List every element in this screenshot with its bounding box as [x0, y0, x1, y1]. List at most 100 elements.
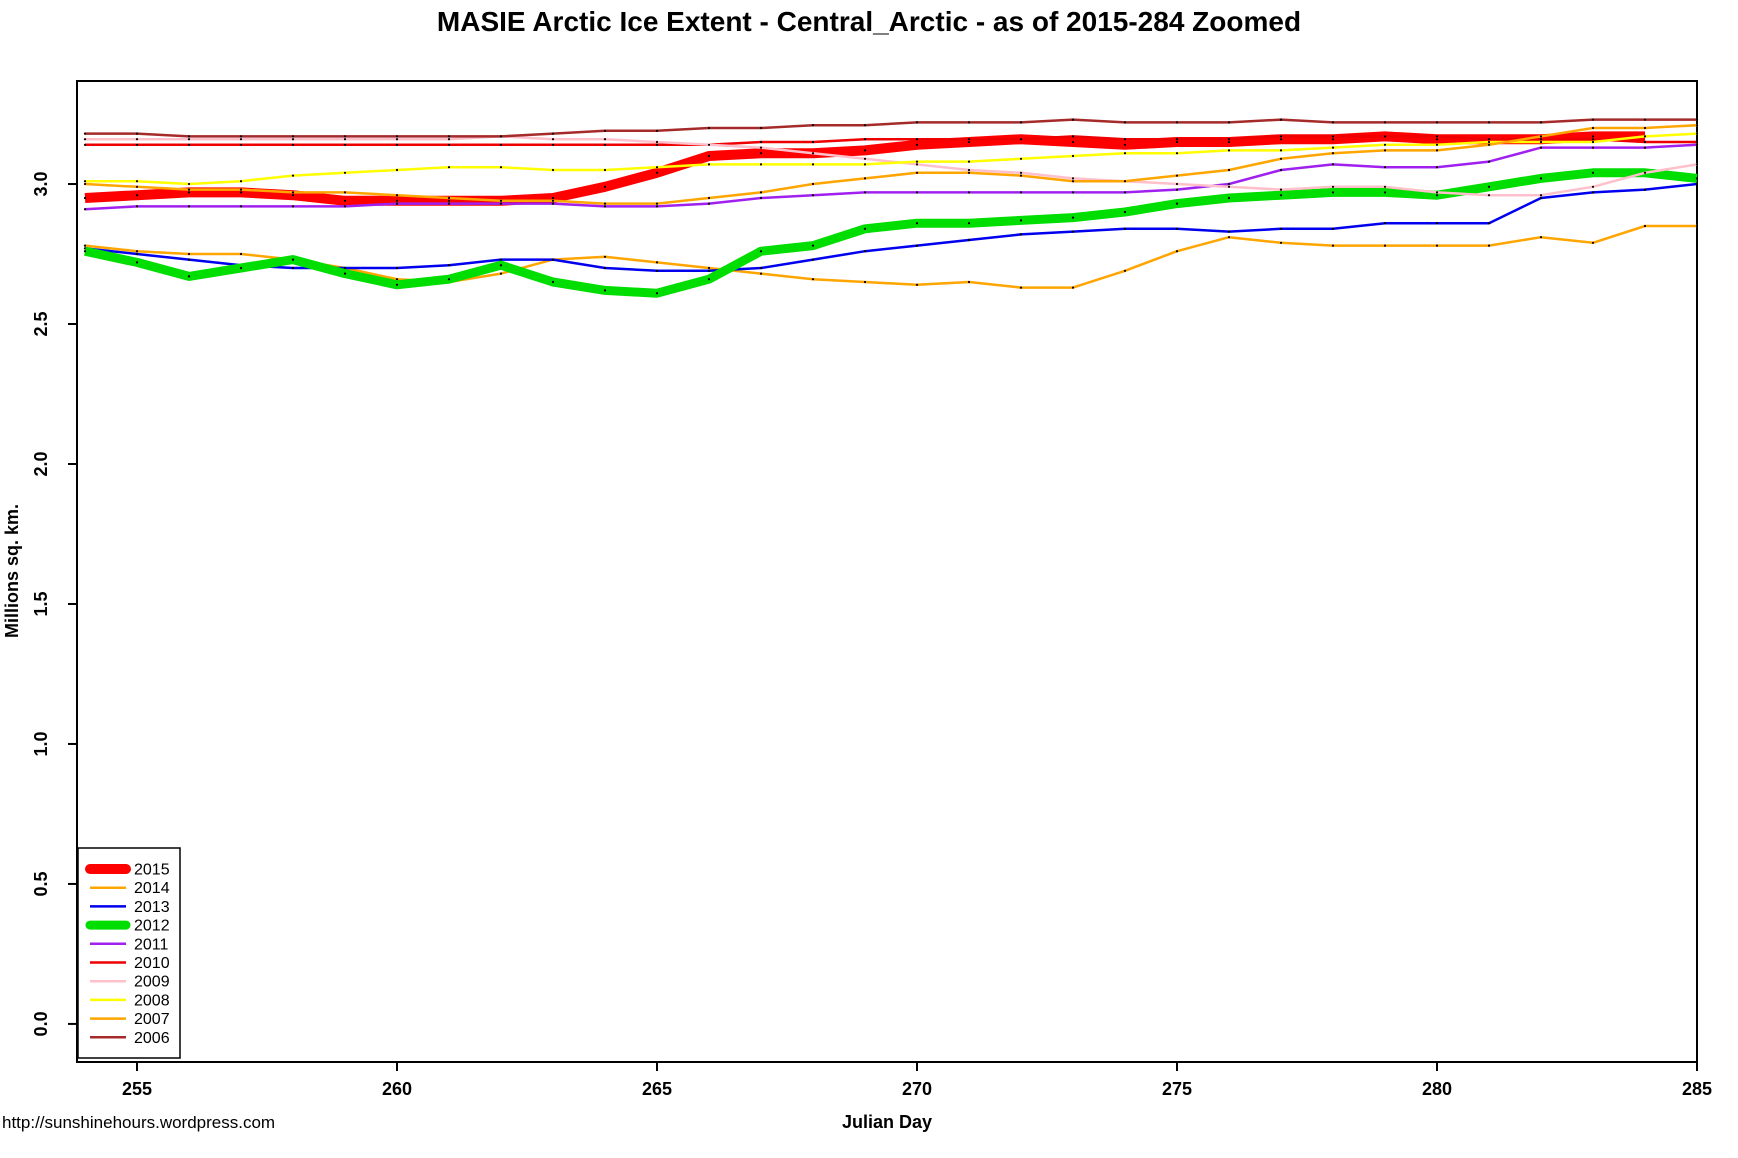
- data-point: [239, 138, 243, 141]
- data-point: [1643, 118, 1647, 121]
- data-point: [1591, 140, 1595, 144]
- data-point: [1123, 143, 1127, 146]
- data-point: [135, 180, 139, 183]
- data-point: [551, 143, 555, 146]
- x-tick-label: 275: [1162, 1079, 1192, 1099]
- legend-entry-2011: 2011: [90, 936, 169, 953]
- data-point: [551, 196, 555, 200]
- data-point: [395, 278, 399, 281]
- data-point: [1123, 121, 1127, 124]
- data-point: [1227, 236, 1231, 239]
- data-point: [187, 188, 191, 191]
- data-point: [1591, 146, 1595, 149]
- data-point: [1383, 222, 1387, 225]
- data-point: [1175, 182, 1179, 186]
- data-point: [1019, 286, 1023, 289]
- legend-label: 2013: [134, 899, 170, 916]
- legend-entry-2012: 2012: [85, 918, 170, 935]
- series-line-2013: [84, 182, 1698, 273]
- data-point: [291, 174, 295, 177]
- data-point: [967, 238, 971, 242]
- data-point: [759, 266, 763, 270]
- data-point: [1279, 241, 1283, 244]
- data-point: [1487, 138, 1491, 141]
- data-point: [1435, 121, 1439, 124]
- data-point: [1331, 185, 1335, 188]
- data-point: [135, 185, 139, 188]
- data-point: [1695, 124, 1699, 127]
- data-point: [1435, 194, 1439, 197]
- legend-label: 2011: [134, 936, 169, 953]
- data-point: [1279, 149, 1283, 152]
- data-point: [395, 199, 399, 202]
- data-point: [655, 129, 659, 132]
- data-point: [655, 292, 659, 295]
- series-2011: [83, 143, 1699, 211]
- data-point: [603, 289, 607, 292]
- data-point: [655, 171, 659, 174]
- x-axis-title: Julian Day: [842, 1112, 932, 1132]
- data-point: [1487, 160, 1491, 163]
- data-point: [1279, 138, 1283, 141]
- data-point: [915, 163, 919, 166]
- data-point: [1331, 244, 1335, 247]
- data-point: [395, 266, 399, 270]
- data-point: [915, 191, 919, 194]
- series-line-2009: [85, 135, 1698, 197]
- data-point: [187, 191, 191, 194]
- data-point: [1123, 180, 1127, 183]
- data-point: [1175, 152, 1179, 155]
- data-point: [1539, 140, 1543, 144]
- data-point: [447, 264, 451, 267]
- data-point: [759, 163, 763, 166]
- data-point: [1019, 138, 1023, 141]
- data-point: [1487, 121, 1491, 124]
- data-point: [967, 171, 971, 174]
- data-point: [499, 199, 503, 202]
- data-point: [1539, 196, 1543, 200]
- data-point: [187, 138, 191, 141]
- data-point: [1123, 191, 1127, 194]
- data-point: [1123, 269, 1127, 272]
- y-axis: 0.0 0.5 1.0 1.5 2.0 2.5 3.0: [31, 172, 77, 1036]
- data-point: [499, 143, 503, 146]
- data-point: [863, 280, 867, 284]
- data-point: [499, 272, 503, 275]
- data-point: [447, 202, 451, 205]
- data-point: [343, 205, 347, 208]
- data-point: [343, 266, 347, 270]
- data-point: [395, 135, 399, 138]
- data-point: [395, 138, 399, 141]
- data-point: [967, 121, 971, 124]
- data-point: [811, 140, 815, 144]
- chart-title: MASIE Arctic Ice Extent - Central_Arctic…: [436, 6, 1302, 37]
- series-2013: [83, 182, 1699, 273]
- data-point: [447, 138, 451, 141]
- data-point: [759, 140, 763, 144]
- data-point: [863, 157, 867, 160]
- data-point: [863, 124, 867, 127]
- data-point: [1643, 135, 1647, 138]
- data-point: [239, 143, 243, 146]
- data-point: [655, 269, 659, 272]
- x-tick-label: 265: [642, 1079, 672, 1099]
- data-point: [291, 135, 295, 138]
- data-point: [1695, 182, 1699, 186]
- data-point: [1019, 171, 1023, 174]
- data-point: [1539, 194, 1543, 197]
- data-point: [239, 266, 243, 270]
- data-point: [811, 244, 815, 247]
- series-line-2010: [85, 135, 1697, 147]
- data-point: [967, 280, 971, 284]
- data-point: [291, 266, 295, 270]
- data-point: [1175, 121, 1179, 124]
- legend-label: 2012: [134, 918, 170, 935]
- series-line-2008: [85, 132, 1698, 186]
- data-point: [811, 278, 815, 281]
- data-point: [915, 143, 919, 146]
- data-point: [135, 132, 139, 135]
- data-point: [811, 152, 815, 155]
- data-point: [1279, 188, 1283, 191]
- data-point: [863, 138, 867, 141]
